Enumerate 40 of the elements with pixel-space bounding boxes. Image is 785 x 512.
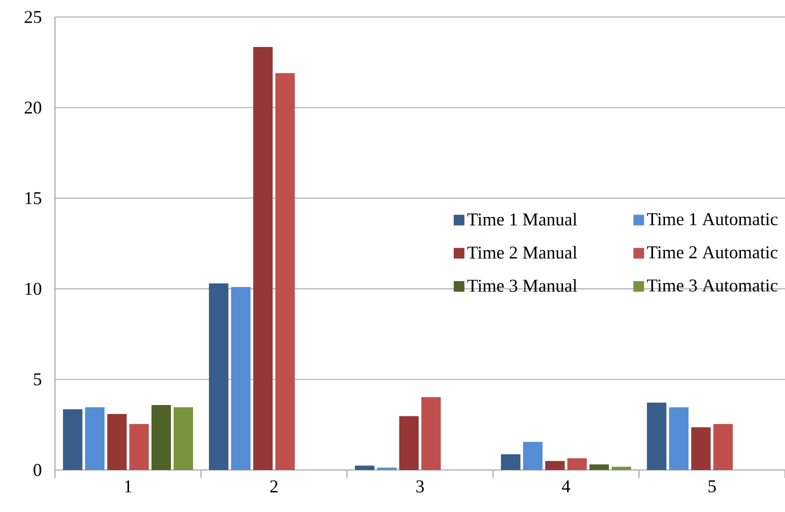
bar [691,427,711,470]
bar [231,286,251,470]
bar [151,404,171,470]
bar [129,424,149,470]
legend-label: Time 3 Automatic [647,279,778,292]
bar [62,409,82,470]
bar [354,466,374,470]
legend-label: Time 2 Automatic [647,246,778,258]
x-tick-label: 5 [708,480,716,492]
y-tick-label: 0 [34,464,42,476]
bar [612,466,632,470]
legend-label: Time 1 Automatic [647,213,778,226]
bar [589,464,609,470]
bar [253,46,273,470]
bar [713,424,733,470]
y-tick-label: 15 [26,192,42,204]
bar [275,73,295,470]
y-tick-label: 5 [34,373,42,386]
bar [399,416,419,470]
y-tick-label: 10 [26,282,42,295]
y-tick-label: 20 [24,102,42,114]
bar [107,414,127,470]
bar [567,458,587,470]
x-tick-label: 3 [416,480,424,492]
legend-label: Time 1 Manual [467,212,578,226]
bar [523,442,543,470]
bar [421,397,441,470]
bar [85,407,105,470]
x-tick-label: 4 [562,480,570,492]
x-tick-label: 1 [125,480,132,492]
bar [545,460,565,470]
y-tick-label: 25 [24,10,42,24]
x-tick-label: 2 [270,480,278,492]
legend-label: Time 3 Manual [467,279,578,292]
bar [646,402,666,470]
bar [500,454,520,470]
legend-label: Time 2 Manual [467,246,578,259]
bar [174,407,194,470]
bar [669,407,689,470]
bar [208,283,228,470]
